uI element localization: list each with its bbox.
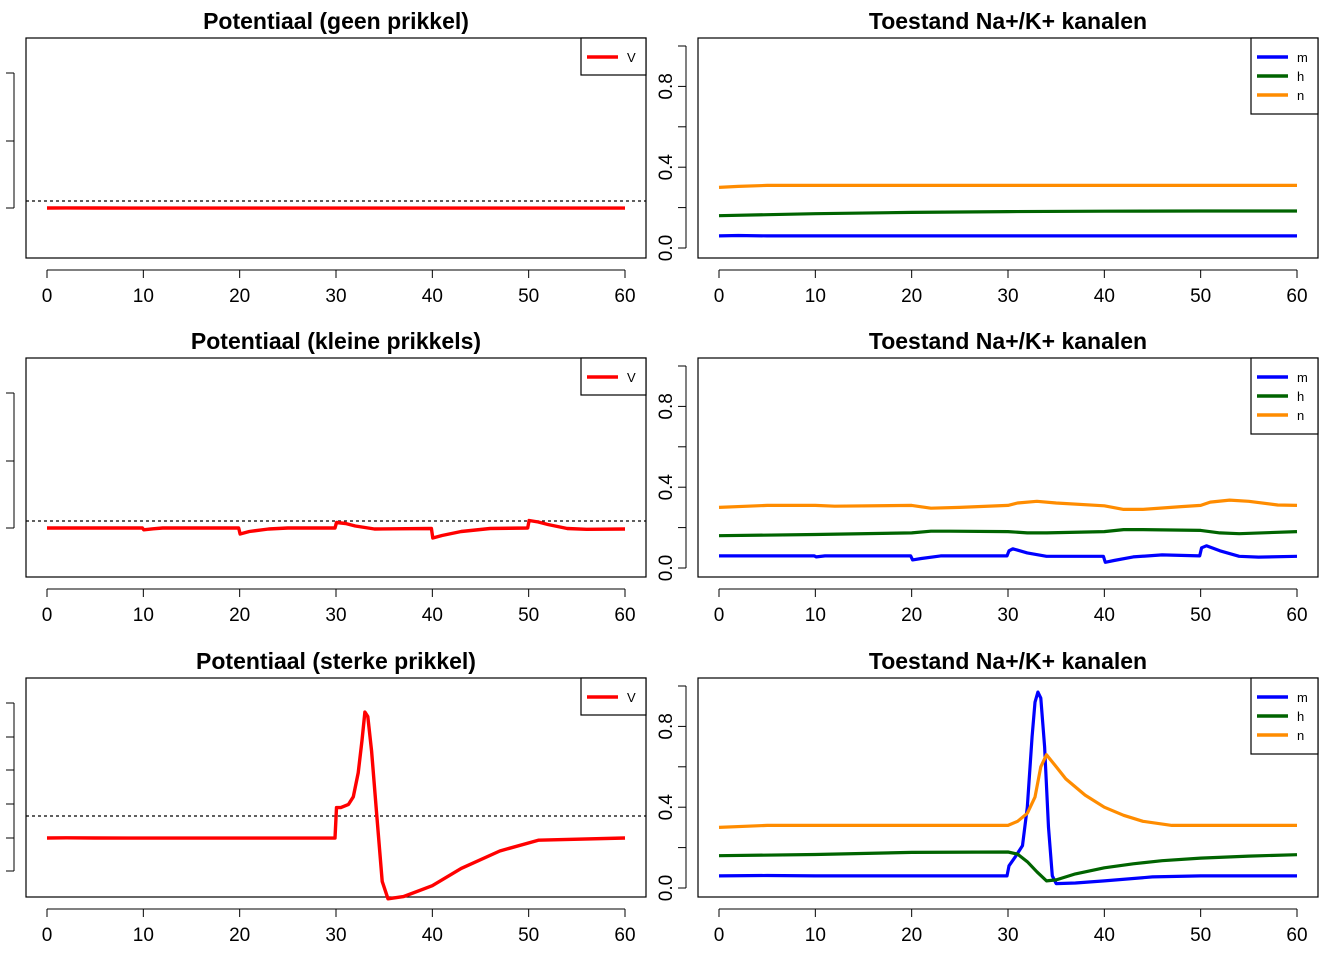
y-tick-label: 0.0 (656, 235, 677, 261)
series-line-h (718, 209, 1297, 218)
y-tick-label: 0.0 (656, 875, 677, 901)
legend: V (580, 357, 647, 396)
x-tick-label: 10 (805, 925, 826, 946)
x-tick-label: 10 (805, 286, 826, 307)
legend-label-V: V (627, 370, 636, 385)
x-tick-label: 10 (805, 605, 826, 626)
x-tick-label: 0 (42, 925, 53, 946)
legend: mhn (1250, 677, 1319, 755)
x-tick-label: 50 (1190, 286, 1211, 307)
plot-frame (25, 37, 647, 259)
series-line-m (718, 690, 1297, 886)
x-tick-label: 0 (714, 605, 725, 626)
legend: mhn (1250, 37, 1319, 115)
legend-label-n: n (1297, 728, 1304, 743)
legend-label-m: m (1297, 370, 1308, 385)
x-tick-label: 30 (325, 925, 346, 946)
chart-panel-2: Toestand Na+/K+ kanalen 0 10 20 30 40 50 60 0.0 0… (656, 8, 1319, 307)
x-tick-label: 20 (229, 925, 250, 946)
x-tick-label: 20 (229, 605, 250, 626)
x-tick-label: 40 (422, 286, 443, 307)
legend-label-h: h (1297, 69, 1304, 84)
series-line-V (46, 710, 626, 901)
chart-panel-6: Toestand Na+/K+ kanalen 0 10 20 30 40 50 60 0.0 0… (656, 648, 1319, 946)
y-tick-label: 0.4 (656, 154, 677, 181)
x-tick-label: 60 (614, 605, 635, 626)
x-tick-label: 0 (714, 286, 725, 307)
series-line-m (719, 544, 1298, 564)
x-tick-label: 40 (1094, 925, 1115, 946)
x-tick-label: 60 (1286, 286, 1307, 307)
plot-frame (697, 677, 1319, 898)
x-tick-label: 30 (325, 605, 346, 626)
chart-title: Potentiaal (geen prikkel) (203, 8, 469, 34)
y-tick-label: 0.8 (656, 713, 677, 739)
x-tick-label: 30 (997, 286, 1018, 307)
series-line-n (718, 183, 1297, 189)
x-tick-label: 60 (614, 925, 635, 946)
plot-frame (697, 357, 1319, 578)
chart-title: Toestand Na+/K+ kanalen (869, 8, 1147, 34)
x-tick-label: 0 (42, 605, 53, 626)
x-tick-label: 20 (901, 925, 922, 946)
x-tick-label: 50 (1190, 605, 1211, 626)
x-tick-label: 10 (133, 605, 154, 626)
x-tick-label: 40 (1094, 286, 1115, 307)
x-tick-label: 20 (901, 286, 922, 307)
legend: V (580, 677, 647, 716)
chart-title: Toestand Na+/K+ kanalen (869, 328, 1147, 354)
series-line-n (718, 498, 1298, 511)
x-tick-label: 50 (1190, 925, 1211, 946)
chart-panel-5: Potentiaal (sterke prikkel) 0 10 20 30 40 50 60… (6, 648, 647, 946)
plot-frame (697, 37, 1319, 259)
x-tick-label: 40 (422, 925, 443, 946)
x-tick-label: 60 (1286, 605, 1307, 626)
legend-label-h: h (1297, 389, 1304, 404)
legend: V (580, 37, 647, 76)
legend-label-V: V (627, 50, 636, 65)
x-tick-label: 0 (714, 925, 725, 946)
x-tick-label: 60 (1286, 925, 1307, 946)
chart-title: Potentiaal (sterke prikkel) (196, 648, 476, 674)
x-tick-label: 20 (901, 605, 922, 626)
x-tick-label: 10 (133, 286, 154, 307)
x-tick-label: 50 (518, 925, 539, 946)
x-tick-label: 30 (997, 925, 1018, 946)
series-line-V (47, 518, 626, 540)
x-tick-label: 20 (229, 286, 250, 307)
legend-label-n: n (1297, 408, 1304, 423)
plot-frame (25, 357, 647, 578)
legend-label-m: m (1297, 690, 1308, 705)
chart-panel-3: Potentiaal (kleine prikkels) 0 10 20 30 40 50 6… (6, 328, 647, 626)
plot-frame (25, 677, 647, 898)
y-tick-label: 0.8 (656, 73, 677, 99)
x-tick-label: 40 (422, 605, 443, 626)
y-tick-label: 0.4 (656, 794, 677, 821)
x-tick-label: 50 (518, 286, 539, 307)
series-line-n (718, 753, 1297, 829)
x-tick-label: 30 (997, 605, 1018, 626)
x-tick-label: 0 (42, 286, 53, 307)
series-line-h (718, 850, 1298, 883)
y-tick-label: 0.8 (656, 393, 677, 419)
y-tick-label: 0.4 (656, 474, 677, 501)
x-tick-label: 60 (614, 286, 635, 307)
legend-label-m: m (1297, 50, 1308, 65)
chart-title: Toestand Na+/K+ kanalen (869, 648, 1147, 674)
x-tick-label: 10 (133, 925, 154, 946)
legend: mhn (1250, 357, 1319, 435)
chart-panel-1: Potentiaal (geen prikkel) 0 10 20 30 40 50 60 V (6, 8, 647, 307)
legend-label-h: h (1297, 709, 1304, 724)
chart-panel-4: Toestand Na+/K+ kanalen 0 10 20 30 40 50 60 0.0 0… (656, 328, 1319, 626)
x-tick-label: 50 (518, 605, 539, 626)
legend-label-V: V (627, 690, 636, 705)
legend-label-n: n (1297, 88, 1304, 103)
y-tick-label: 0.0 (656, 555, 677, 581)
series-line-h (718, 527, 1298, 538)
chart-title: Potentiaal (kleine prikkels) (191, 328, 481, 354)
x-tick-label: 40 (1094, 605, 1115, 626)
x-tick-label: 30 (325, 286, 346, 307)
